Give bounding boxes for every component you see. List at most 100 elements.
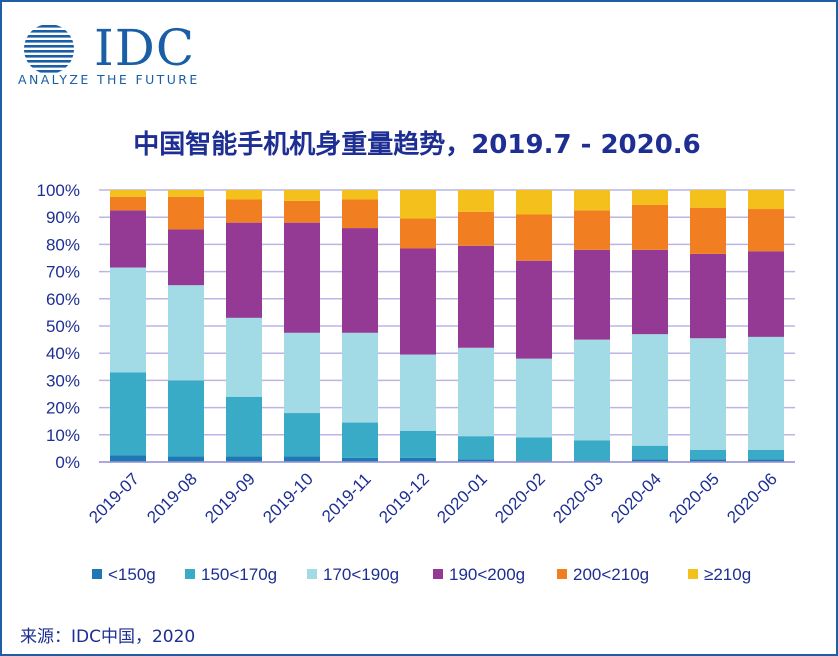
x-tick-label: 2019-07: [85, 469, 143, 527]
bar-segment: [342, 457, 378, 462]
x-tick-label: 2020-04: [607, 469, 665, 527]
x-tick-label: 2019-11: [318, 469, 375, 526]
bar-segment: [458, 347, 494, 437]
y-tick-label: 50%: [46, 317, 80, 336]
bar-segment: [168, 456, 204, 462]
legend-label: 150<170g: [201, 565, 277, 584]
bar-segment: [516, 190, 552, 215]
x-tick-label: 2019-12: [375, 469, 433, 527]
bar-segment: [284, 200, 320, 223]
x-tick-label: 2020-05: [665, 469, 723, 527]
bar-segment: [690, 338, 726, 450]
bar-segment: [342, 199, 378, 229]
x-tick-label: 2019-09: [201, 469, 259, 527]
legend-swatch: [688, 569, 698, 579]
legend-swatch: [433, 569, 443, 579]
bar-segment: [400, 354, 436, 431]
idc-logo: IDC ANALYZE THE FUTURE: [16, 20, 216, 90]
bar-segment: [400, 248, 436, 355]
x-tick-label: 2020-03: [549, 469, 607, 527]
bar-segment: [168, 190, 204, 197]
bar-segment: [574, 210, 610, 250]
bar-segment: [400, 430, 436, 458]
bar-segment: [342, 422, 378, 458]
bar-segment: [516, 260, 552, 359]
bar-segment: [574, 440, 610, 461]
bar-segment: [690, 253, 726, 339]
legend-swatch: [307, 569, 317, 579]
bar-segment: [574, 190, 610, 211]
legend-label: 190<200g: [449, 565, 525, 584]
legend-swatch: [557, 569, 567, 579]
chart-title: 中国智能手机机身重量趋势，2019.7 - 2020.6: [133, 130, 701, 160]
bar-segment: [690, 459, 726, 462]
bar-segment: [458, 459, 494, 462]
bar-segment: [110, 190, 146, 197]
y-tick-label: 20%: [46, 399, 80, 418]
bar-segment: [516, 437, 552, 461]
bar-segment: [632, 334, 668, 446]
bar-segment: [284, 332, 320, 414]
y-tick-label: 100%: [37, 181, 80, 200]
y-tick-label: 0%: [55, 453, 80, 472]
y-tick-label: 10%: [46, 426, 80, 445]
x-tick-label: 2019-08: [143, 469, 201, 527]
y-tick-label: 90%: [46, 208, 80, 227]
legend-swatch: [185, 569, 195, 579]
bar-segment: [458, 190, 494, 212]
bar-segment: [168, 196, 204, 230]
bar-segment: [748, 459, 784, 462]
bar-segment: [748, 449, 784, 460]
bar-segment: [110, 372, 146, 456]
bar-segment: [690, 207, 726, 254]
bar-segment: [632, 459, 668, 462]
bar-segment: [516, 358, 552, 438]
bar-segment: [632, 190, 668, 205]
x-tick-label: 2020-06: [723, 469, 781, 527]
bar-segment: [748, 190, 784, 210]
bar-segment: [516, 214, 552, 261]
legend-swatch: [92, 569, 102, 579]
bar-segment: [226, 190, 262, 200]
y-tick-label: 70%: [46, 263, 80, 282]
bar-segment: [458, 211, 494, 246]
legend-label: ≥210g: [704, 565, 751, 584]
bar-segment: [400, 218, 436, 249]
legend-label: <150g: [108, 565, 156, 584]
bar-segment: [110, 196, 146, 211]
y-tick-label: 80%: [46, 235, 80, 254]
bar-segment: [574, 249, 610, 340]
bar-segment: [226, 199, 262, 223]
bar-segment: [226, 456, 262, 462]
bar-segment: [226, 317, 262, 397]
bar-segment: [110, 267, 146, 373]
bar-segment: [284, 413, 320, 457]
bar-segment: [110, 455, 146, 462]
x-tick-label: 2020-01: [433, 469, 491, 527]
y-tick-label: 40%: [46, 344, 80, 363]
bar-segment: [400, 457, 436, 462]
x-tick-label: 2019-10: [259, 469, 317, 527]
bar-segment: [226, 396, 262, 457]
bar-segment: [690, 449, 726, 460]
bar-segment: [748, 336, 784, 450]
legend-label: 170<190g: [323, 565, 399, 584]
bar-segment: [168, 380, 204, 457]
source-note: 来源：IDC中国，2020: [20, 627, 196, 647]
x-tick-label: 2020-02: [491, 469, 549, 527]
logo-wordmark: IDC: [94, 19, 196, 77]
logo-tagline: ANALYZE THE FUTURE: [18, 72, 200, 87]
bar-segment: [226, 222, 262, 318]
y-tick-label: 30%: [46, 371, 80, 390]
bar-segment: [690, 190, 726, 208]
bar-segment: [748, 209, 784, 252]
bar-segment: [632, 204, 668, 250]
bar-segment: [284, 222, 320, 333]
bar-segment: [284, 190, 320, 201]
bar-segment: [632, 445, 668, 460]
bar-segment: [458, 245, 494, 348]
bar-segment: [632, 249, 668, 335]
bar-segment: [458, 436, 494, 460]
y-tick-label: 60%: [46, 290, 80, 309]
stacked-bar-chart: 0% 10% 20% 30% 40% 50% 60% 70% 80% 90% 100% 2019-07…: [37, 181, 795, 584]
